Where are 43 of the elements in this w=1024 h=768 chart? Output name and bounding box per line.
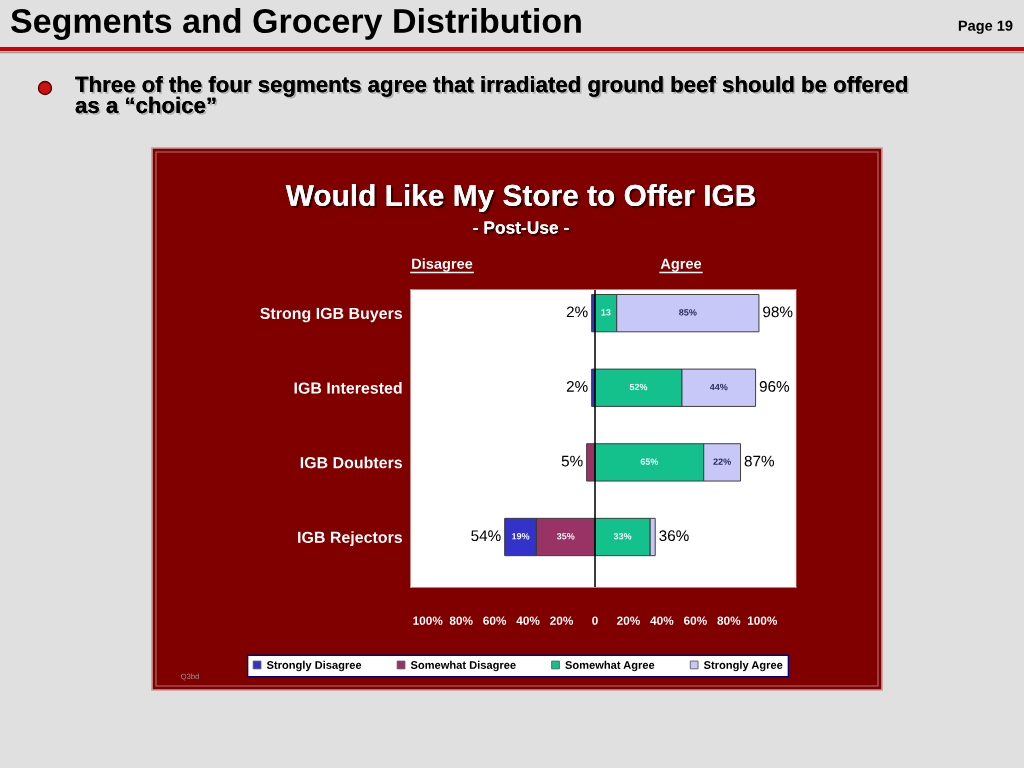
data-label: 44% (709, 383, 728, 391)
x-tick-label: 40% (516, 616, 540, 625)
annotation: 87% (744, 455, 775, 467)
y-tick-label: IGB Doubters (300, 456, 403, 469)
text: Three of the four segments agree that irradiated ground beef should be offered as a “choice” (75, 76, 909, 115)
legend-label: Strongly Agree (703, 660, 783, 672)
x-tick-label: 80% (717, 616, 741, 625)
x-tick-label: 80% (449, 616, 473, 625)
data-label: 35% (556, 533, 575, 540)
annotation: 98% (763, 306, 793, 318)
legend-label: Somewhat Disagree (410, 660, 516, 672)
legend-label: Strongly Disagree (266, 660, 362, 672)
x-tick-label: 40% (650, 616, 674, 625)
x-tick-label: 100% (413, 616, 443, 625)
x-tick-label: 20% (550, 616, 574, 625)
data-label: 13 (601, 309, 611, 316)
x-tick-label: 100% (747, 616, 778, 625)
x-tick-label: 0 (592, 616, 598, 625)
annotation: 2% (566, 306, 588, 318)
annotation: 96% (759, 381, 790, 392)
y-tick-label: IGB Interested (294, 381, 402, 394)
data-label: 85% (679, 309, 697, 316)
annotation: 2% (566, 381, 588, 392)
data-label: 52% (629, 383, 648, 391)
text: Segments and Grocery Distribution (10, 8, 581, 40)
text: Agree (660, 258, 702, 272)
text: Disagree (412, 258, 473, 272)
legend-label: Somewhat Agree (565, 660, 655, 672)
x-tick-label: 60% (683, 616, 707, 625)
chart-subtitle: - Post-Use - (473, 221, 571, 236)
annotation: 5% (561, 455, 583, 467)
chart-title: Would Like My Store to Offer IGB (285, 184, 758, 215)
annotation: 36% (659, 530, 689, 542)
y-tick-label: Strong IGB Buyers (260, 307, 403, 323)
data-label: 65% (640, 458, 659, 465)
annotation: 54% (471, 530, 501, 542)
data-label: 22% (713, 458, 731, 465)
text: Page 19 (958, 20, 1013, 34)
y-tick-label: IGB Rejectors (298, 531, 403, 547)
data-label: 19% (512, 533, 530, 540)
data-label: 33% (613, 533, 632, 540)
x-tick-label: 60% (483, 616, 507, 625)
x-tick-label: 20% (617, 616, 640, 625)
